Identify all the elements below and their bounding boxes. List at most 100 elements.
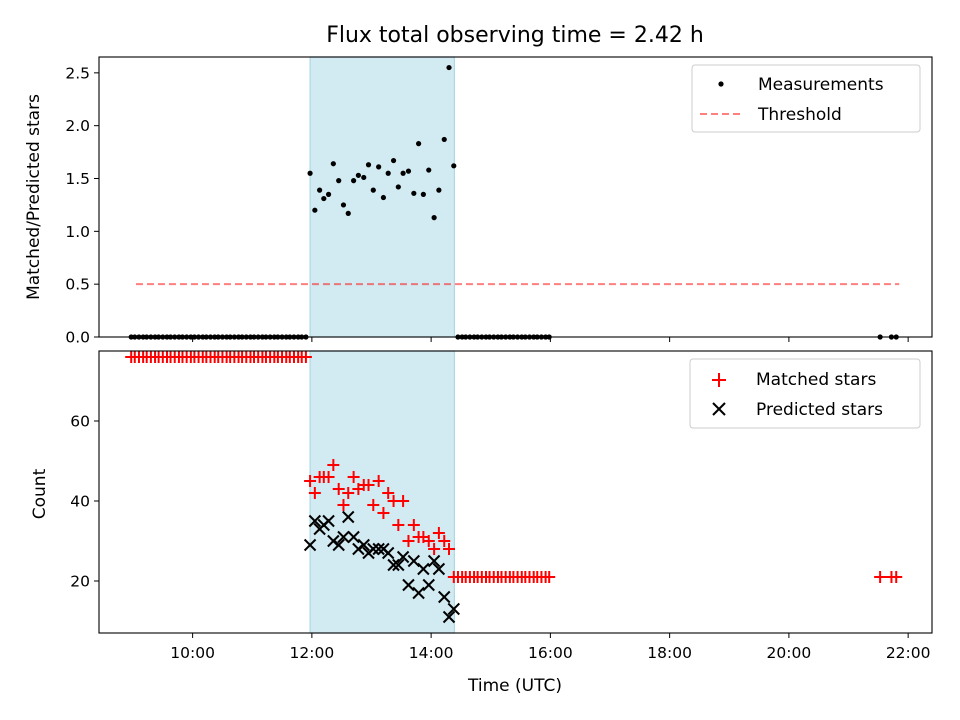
matched-stars-point — [362, 479, 375, 491]
top-y-tick-label: 0.5 — [65, 276, 90, 294]
legend-marker-measurements — [718, 81, 724, 87]
top-axes-frame — [98, 56, 933, 338]
x-tick-label: 12:00 — [290, 644, 335, 662]
top-y-axis-label: Matched/Predicted stars — [24, 94, 44, 300]
measurements-point — [416, 141, 422, 147]
predicted-stars-point — [337, 530, 350, 544]
measurements-point — [370, 187, 376, 193]
measurements-point — [380, 194, 387, 201]
matched-stars-point — [327, 459, 340, 471]
predicted-stars-point — [402, 578, 415, 592]
measurements-point — [431, 215, 437, 221]
x-tick-label: 16:00 — [528, 644, 573, 662]
predicted-stars-point — [442, 610, 456, 624]
bottom-axes-frame — [98, 350, 933, 634]
predicted-stars-point — [432, 562, 446, 576]
measurements-point — [307, 170, 313, 176]
x-tick-label: 10:00 — [170, 644, 215, 662]
matched-stars-point — [890, 571, 903, 583]
predicted-stars-point — [381, 546, 395, 560]
predicted-stars-point — [412, 586, 425, 600]
matched-stars-point — [337, 499, 350, 511]
legend-label-measurements: Measurements — [758, 75, 884, 95]
matched-stars-point — [308, 487, 321, 499]
matched-stars-point — [299, 351, 312, 363]
measurements-point — [436, 187, 442, 193]
x-tick-label: 14:00 — [409, 644, 454, 662]
measurements-point — [351, 178, 357, 184]
x-tick-label: 18:00 — [647, 644, 692, 662]
bottom-panel: 20 40 60 10:00 12:00 14:00 16:00 18:00 20:00 22:0… — [30, 350, 933, 696]
matched-stars-point — [407, 519, 420, 531]
bottom-y-tick-label: 20 — [70, 573, 90, 591]
matched-stars-point — [347, 471, 360, 483]
predicted-stars-point — [422, 578, 435, 592]
matched-stars-point — [397, 495, 410, 507]
measurements-point — [355, 172, 361, 178]
top-y-tick-label: 1.0 — [65, 223, 90, 241]
top-legend-box — [691, 64, 921, 133]
predicted-stars-point — [392, 558, 405, 572]
predicted-stars-point — [438, 590, 451, 604]
measurements-point — [400, 170, 406, 176]
measurements-point — [321, 195, 327, 202]
measurements-point — [345, 210, 351, 216]
predicted-stars-point — [367, 542, 380, 556]
measurements-point — [390, 157, 397, 164]
matched-stars-point — [304, 475, 317, 487]
predicted-stars-point — [347, 530, 360, 544]
matched-stars-point — [428, 543, 441, 555]
matched-stars-point — [377, 507, 390, 519]
measurements-point — [411, 190, 417, 196]
measurements-point — [395, 184, 401, 190]
bottom-legend-box — [689, 358, 921, 429]
measurements-point — [420, 191, 426, 197]
top-legend: Measurements Threshold — [691, 64, 921, 133]
predicted-stars-point — [396, 550, 410, 564]
matched-stars-point — [443, 543, 456, 555]
top-panel: 0.0 0.5 1.0 1.5 2.0 2.5 Matched/Predicted sta… — [24, 56, 933, 347]
matched-stars-point — [402, 535, 415, 547]
measurements-point — [405, 168, 412, 174]
legend-marker-matched-stars — [712, 373, 726, 387]
matched-stars-point — [438, 535, 451, 547]
predicted-stars-point — [417, 562, 430, 576]
predicted-stars-point — [427, 554, 441, 568]
legend-marker-predicted-stars — [712, 402, 726, 416]
predicted-stars-point — [342, 510, 355, 524]
predicted-stars-point — [407, 554, 421, 568]
matched-stars-point — [432, 527, 445, 539]
measurements-point — [365, 162, 372, 168]
predicted-stars-point — [322, 514, 335, 528]
legend-label-predicted-stars: Predicted stars — [756, 400, 883, 420]
predicted-stars-point — [332, 538, 345, 552]
top-y-tick-label: 1.5 — [65, 170, 90, 188]
measurements-point — [330, 161, 336, 167]
matched-stars-point — [422, 535, 435, 547]
chart-title: Flux total observing time = 2.42 h — [326, 23, 704, 48]
predicted-stars-point — [308, 514, 322, 528]
measurements-point — [385, 170, 391, 176]
matched-stars-point — [372, 475, 385, 487]
predicted-stars-point — [357, 538, 370, 552]
measurements-point — [317, 187, 323, 193]
x-axis-label: Time (UTC) — [467, 676, 562, 696]
measurements-point — [312, 207, 318, 213]
top-y-tick-label: 2.0 — [65, 117, 90, 135]
x-tick-label: 22:00 — [886, 644, 931, 662]
legend-label-matched-stars: Matched stars — [756, 370, 876, 390]
measurements-point — [451, 163, 457, 169]
measurements-point — [441, 136, 447, 143]
predicted-stars-point — [387, 558, 400, 572]
bottom-y-axis-label: Count — [30, 468, 50, 519]
bottom-y-tick-label: 40 — [70, 493, 90, 511]
matched-stars-point — [342, 487, 355, 499]
top-y-tick-label: 2.5 — [65, 64, 90, 82]
top-y-tick-label: 0.0 — [65, 329, 90, 347]
predicted-stars-point — [303, 538, 317, 552]
predicted-stars-point — [372, 542, 385, 556]
bottom-legend: Matched stars Predicted stars — [689, 358, 921, 429]
measurements-point — [446, 64, 452, 71]
measurements-point — [361, 174, 367, 181]
